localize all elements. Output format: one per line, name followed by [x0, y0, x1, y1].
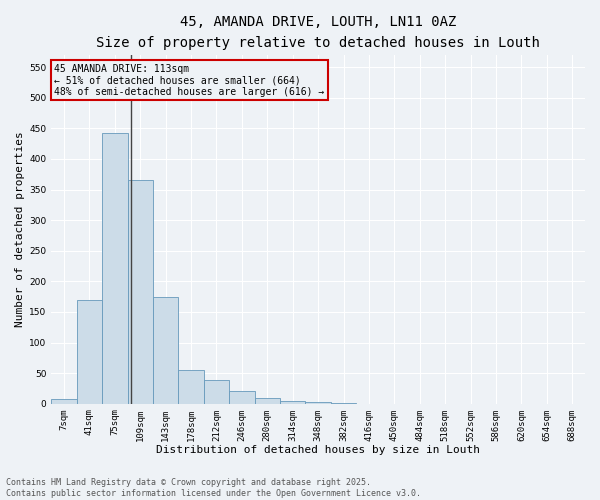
Bar	[331, 403, 356, 404]
Y-axis label: Number of detached properties: Number of detached properties	[15, 132, 25, 327]
X-axis label: Distribution of detached houses by size in Louth: Distribution of detached houses by size …	[156, 445, 480, 455]
Bar	[128, 180, 153, 404]
Bar	[153, 296, 178, 404]
Bar	[77, 300, 102, 404]
Text: Contains HM Land Registry data © Crown copyright and database right 2025.
Contai: Contains HM Land Registry data © Crown c…	[6, 478, 421, 498]
Text: 45 AMANDA DRIVE: 113sqm
← 51% of detached houses are smaller (664)
48% of semi-d: 45 AMANDA DRIVE: 113sqm ← 51% of detache…	[54, 64, 324, 97]
Title: 45, AMANDA DRIVE, LOUTH, LN11 0AZ
Size of property relative to detached houses i: 45, AMANDA DRIVE, LOUTH, LN11 0AZ Size o…	[96, 15, 540, 50]
Bar	[254, 398, 280, 404]
Bar	[178, 370, 204, 404]
Bar	[229, 392, 254, 404]
Bar	[51, 400, 77, 404]
Bar	[305, 402, 331, 404]
Bar	[102, 132, 128, 404]
Bar	[204, 380, 229, 404]
Bar	[280, 400, 305, 404]
